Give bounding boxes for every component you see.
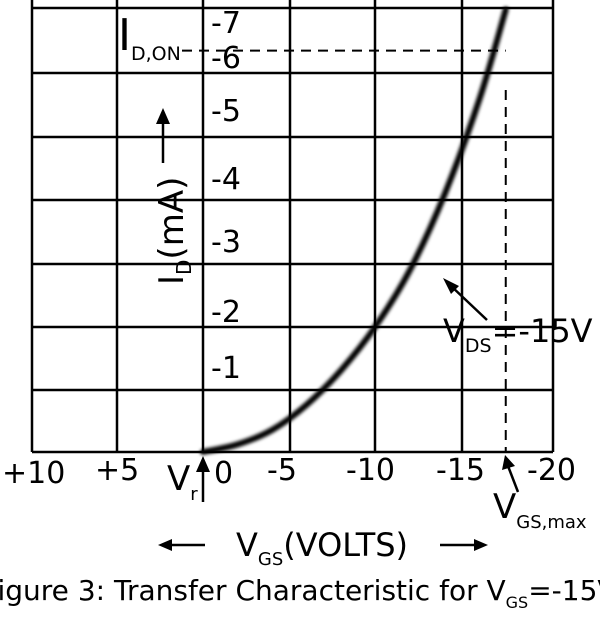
y-tick-1: -1 — [211, 351, 241, 386]
x-tick-0: 0 — [214, 456, 233, 491]
figure-caption: Figure 3: Transfer Characteristic for VG… — [0, 574, 600, 612]
y-axis-title: ID(mA) — [152, 177, 196, 285]
x-tick-m15: -15 — [436, 453, 485, 488]
x-tick-p10: +10 — [2, 456, 65, 491]
y-tick-6: -6 — [211, 41, 241, 76]
y-tick-3: -3 — [211, 225, 241, 260]
vgs-max-label: VGS,max — [493, 487, 587, 533]
x-tick-labels: +10 +5 0 -5 -10 -15 -20 — [2, 453, 576, 491]
y-axis-arrow — [156, 108, 170, 163]
x-tick-m20: -20 — [527, 453, 576, 488]
vt-label: Vr — [167, 459, 198, 505]
y-tick-4: -4 — [211, 162, 241, 197]
x-tick-p5: +5 — [95, 453, 139, 488]
x-axis-title-group: VGS(VOLTS) — [158, 526, 488, 570]
y-tick-7: -7 — [211, 6, 241, 41]
vgs-max-arrow — [502, 455, 520, 493]
id-on-label: ID,ON — [118, 10, 181, 65]
y-tick-5: -5 — [211, 94, 241, 129]
svg-text:ID(mA): ID(mA) — [152, 177, 196, 285]
vds-pointer-arrow — [443, 278, 488, 321]
x-tick-m5: -5 — [267, 453, 297, 488]
vds-label: VDS=-15V — [443, 312, 593, 357]
y-tick-labels: -7 -6 -5 -4 -3 -2 -1 — [211, 6, 241, 386]
vt-arrow — [196, 456, 210, 502]
x-tick-m10: -10 — [346, 453, 395, 488]
y-tick-2: -2 — [211, 295, 241, 330]
transfer-curve — [200, 6, 509, 455]
grid — [30, 0, 555, 454]
x-axis-title: VGS(VOLTS) — [236, 526, 408, 570]
